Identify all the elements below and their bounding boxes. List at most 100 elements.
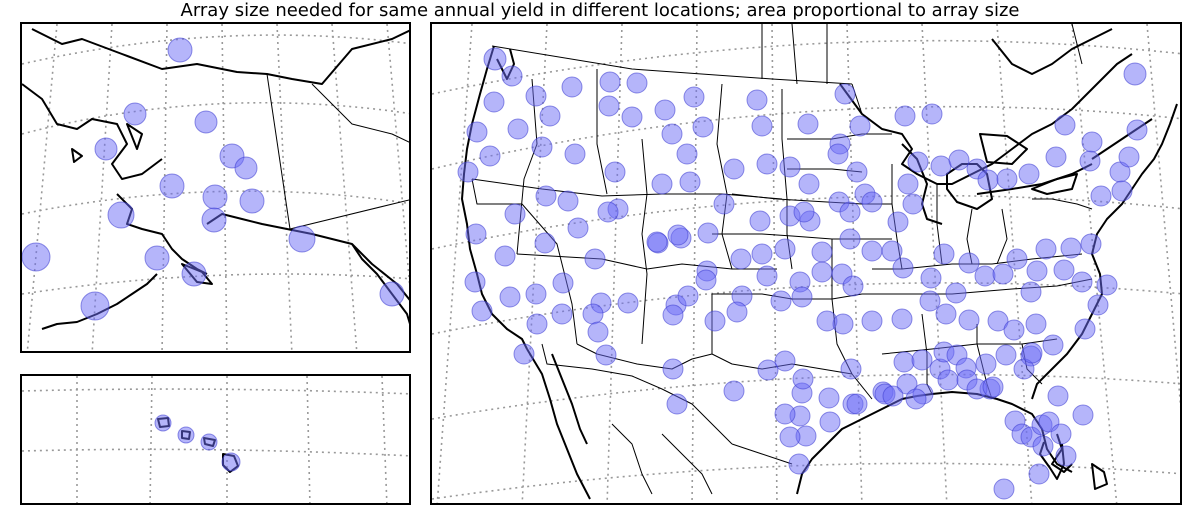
conus-site-marker (751, 115, 773, 137)
conus-site-marker (651, 173, 673, 195)
conus-site-marker (995, 344, 1017, 366)
conus-site-marker (948, 149, 970, 171)
alaska-site-marker (107, 201, 135, 229)
conus-site-marker (621, 106, 643, 128)
conus-site-marker (1045, 146, 1067, 168)
conus-site-marker (987, 310, 1009, 332)
conus-site-marker (677, 285, 699, 307)
conus-site-marker (604, 161, 626, 183)
conus-site-marker (911, 349, 933, 371)
conus-site-marker (1054, 114, 1076, 136)
conus-site-marker (892, 257, 914, 279)
conus-site-marker (1026, 260, 1048, 282)
conus-site-marker (513, 343, 535, 365)
conus-site-marker (792, 368, 814, 390)
conus-site-marker (977, 169, 999, 191)
conus-site-marker (457, 161, 479, 183)
conus-site-marker (935, 303, 957, 325)
alaska-site-marker (194, 110, 218, 134)
conus-site-marker (937, 369, 959, 391)
conus-site-marker (982, 376, 1004, 398)
conus-site-marker (1079, 150, 1101, 172)
conus-site-marker (945, 282, 967, 304)
conus-site-marker (930, 155, 952, 177)
conus-site-marker (746, 89, 768, 111)
conus-site-marker (798, 173, 820, 195)
conus-site-marker (525, 85, 547, 107)
alaska-site-marker (202, 184, 228, 210)
conus-map-svg (432, 24, 1180, 503)
conus-site-marker (466, 121, 488, 143)
conus-site-marker (723, 158, 745, 180)
conus-site-marker (774, 350, 796, 372)
hawaii-site-marker (221, 452, 241, 472)
conus-site-marker (993, 478, 1015, 500)
conus-site-marker (827, 143, 849, 165)
conus-site-marker (676, 143, 698, 165)
conus-site-marker (839, 201, 861, 223)
conus-site-marker (1028, 463, 1050, 485)
conus-site-marker (846, 393, 868, 415)
conus-site-marker (726, 301, 748, 323)
conus-site-marker (1111, 180, 1133, 202)
conus-site-marker (1060, 237, 1082, 259)
conus-site-marker (561, 76, 583, 98)
conus-site-marker (1126, 119, 1148, 141)
conus-site-marker (749, 210, 771, 232)
conus-site-marker (811, 241, 833, 263)
conus-site-marker (646, 231, 668, 253)
conus-site-marker (819, 411, 841, 433)
alaska-site-marker (159, 173, 185, 199)
conus-site-marker (992, 263, 1014, 285)
conus-site-marker (849, 115, 871, 137)
conus-site-marker (697, 222, 719, 244)
conus-site-marker (654, 99, 676, 121)
conus-site-marker (564, 143, 586, 165)
conus-site-marker (1003, 319, 1025, 341)
conus-site-marker (1080, 233, 1102, 255)
alaska-site-marker (379, 281, 405, 307)
conus-map-panel (430, 22, 1182, 505)
conus-site-marker (839, 228, 861, 250)
conus-site-marker (465, 223, 487, 245)
conus-site-marker (958, 309, 980, 331)
conus-site-marker (471, 300, 493, 322)
alaska-site-marker (94, 137, 118, 161)
conus-site-marker (587, 321, 609, 343)
conus-site-marker (1090, 185, 1112, 207)
conus-site-marker (1032, 435, 1054, 457)
conus-site-marker (893, 351, 915, 373)
conus-site-marker (1118, 146, 1140, 168)
alaska-site-marker (167, 37, 193, 63)
conus-site-marker (499, 286, 521, 308)
alaska-site-marker (234, 156, 258, 180)
conus-site-marker (1025, 313, 1047, 335)
conus-site-marker (730, 248, 752, 270)
conus-site-marker (713, 193, 735, 215)
conus-site-marker (1123, 62, 1147, 86)
conus-site-marker (692, 116, 714, 138)
conus-site-marker (494, 245, 516, 267)
conus-site-marker (1020, 281, 1042, 303)
conus-site-marker (666, 393, 688, 415)
conus-site-marker (584, 248, 606, 270)
conus-site-marker (464, 271, 486, 293)
conus-site-marker (779, 156, 801, 178)
alaska-site-marker (80, 291, 110, 321)
conus-site-marker (617, 292, 639, 314)
conus-site-marker (531, 136, 553, 158)
conus-site-marker (834, 83, 856, 105)
conus-site-marker (479, 145, 501, 167)
conus-site-marker (599, 71, 621, 93)
conus-site-marker (526, 313, 548, 335)
conus-site-marker (861, 240, 883, 262)
conus-site-marker (595, 344, 617, 366)
conus-site-marker (598, 95, 620, 117)
conus-site-marker (774, 403, 796, 425)
conus-site-marker (811, 261, 833, 283)
conus-site-marker (504, 203, 526, 225)
conus-site-marker (483, 91, 505, 113)
conus-site-marker (797, 113, 819, 135)
conus-site-marker (1072, 404, 1094, 426)
conus-site-marker (567, 217, 589, 239)
